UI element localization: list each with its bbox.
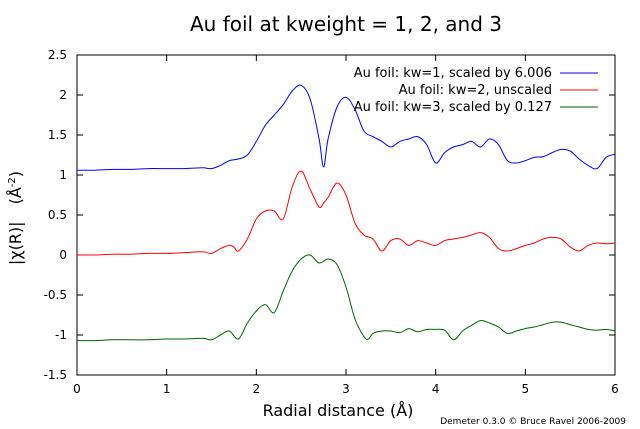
y-tick-label: 1.5 (48, 128, 67, 142)
chart-title: Au foil at kweight = 1, 2, and 3 (190, 12, 502, 36)
y-axis-unit-close: ) (6, 171, 25, 177)
legend-label-1: Au foil: kw=1, scaled by 6.006 (354, 66, 552, 81)
legend-label-3: Au foil: kw=3, scaled by 0.127 (354, 100, 552, 115)
y-tick-label: 1 (59, 168, 67, 182)
y-axis-unit-superscript: -2 (7, 177, 18, 187)
x-tick-label: 5 (522, 382, 530, 396)
series-line-3 (76, 254, 616, 342)
y-tick-label: -1.5 (44, 368, 67, 382)
credit-text: Demeter 0.3.0 © Bruce Ravel 2006-2009 (440, 417, 626, 427)
svg-text:|χ(R)| (Å-2): |χ(R)| (Å-2) (6, 171, 25, 265)
x-tick-label: 0 (73, 382, 81, 396)
axis-ticks: 0 1 2 3 4 5 6 2.5 2 1.5 1 0.5 0 -0.5 -1 -1.5 (44, 48, 619, 396)
x-axis-label: Radial distance (Å) (263, 401, 414, 420)
legend-label-2: Au foil: kw=2, unscaled (399, 83, 552, 98)
x-tick-label: 4 (432, 382, 440, 396)
x-tick-label: 1 (163, 382, 171, 396)
y-tick-label: 0 (59, 248, 67, 262)
series-layer (76, 84, 616, 342)
x-tick-label: 3 (342, 382, 350, 396)
x-tick-label: 2 (253, 382, 261, 396)
y-tick-label: 2 (59, 88, 67, 102)
series-line-1 (76, 84, 616, 171)
y-axis-label-group: |χ(R)| (Å-2) (6, 171, 25, 265)
legend: Au foil: kw=1, scaled by 6.006 Au foil: k… (354, 66, 598, 115)
x-tick-label: 6 (611, 382, 619, 396)
y-axis-label: |χ(R)| (6, 221, 25, 265)
y-tick-label: -0.5 (44, 288, 67, 302)
y-axis-unit: (Å (6, 187, 25, 204)
y-tick-label: 2.5 (48, 48, 67, 62)
y-tick-label: -1 (55, 328, 67, 342)
series-line-2 (76, 170, 616, 256)
y-tick-label: 0.5 (48, 208, 67, 222)
